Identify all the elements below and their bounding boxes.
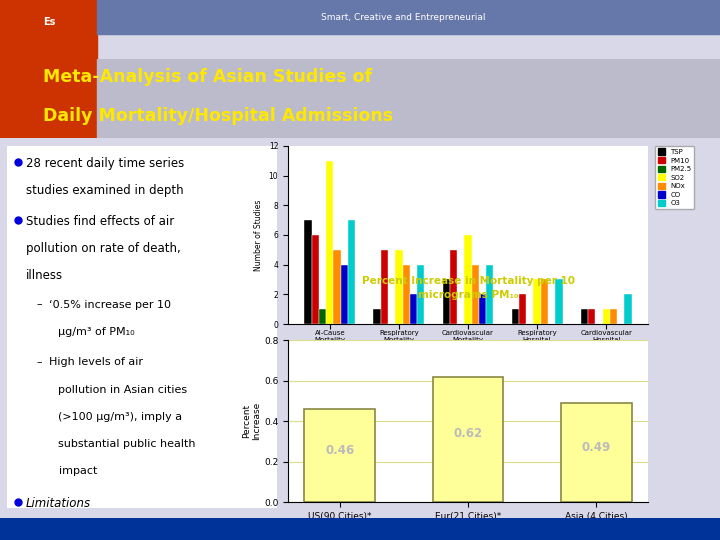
Text: Daily Mortality/Hospital Admissions: Daily Mortality/Hospital Admissions <box>43 107 393 125</box>
Bar <box>97 59 720 138</box>
Text: pollution in Asian cities: pollution in Asian cities <box>58 384 188 395</box>
Bar <box>512 309 519 324</box>
Bar <box>0 59 97 138</box>
Bar <box>555 280 562 324</box>
Text: Studies find effects of air: Studies find effects of air <box>26 214 174 227</box>
Bar <box>450 249 457 324</box>
Bar <box>374 309 381 324</box>
Bar <box>410 294 417 324</box>
Bar <box>581 309 588 324</box>
Bar <box>472 265 479 324</box>
Y-axis label: Percent
Increase: Percent Increase <box>242 402 261 440</box>
Text: (>100 μg/m³), imply a: (>100 μg/m³), imply a <box>58 411 183 422</box>
Bar <box>479 294 486 324</box>
Bar <box>97 0 720 34</box>
Bar <box>305 409 375 502</box>
Bar <box>519 294 526 324</box>
Bar <box>541 280 548 324</box>
Bar <box>417 265 424 324</box>
Text: Smart, Creative and Entrepreneurial: Smart, Creative and Entrepreneurial <box>321 13 485 22</box>
Bar <box>326 161 333 324</box>
Bar <box>534 280 541 324</box>
Bar <box>603 309 610 324</box>
Bar <box>333 249 341 324</box>
Bar <box>588 309 595 324</box>
Text: impact: impact <box>58 466 97 476</box>
Bar <box>464 235 472 324</box>
Text: studies examined in depth: studies examined in depth <box>26 184 184 197</box>
Text: Es: Es <box>42 17 55 27</box>
Text: ‘0.5% increase per 10: ‘0.5% increase per 10 <box>49 300 171 309</box>
Bar <box>443 280 450 324</box>
Bar <box>486 265 493 324</box>
Text: 0.49: 0.49 <box>582 441 611 454</box>
Y-axis label: Number of Studies: Number of Studies <box>254 199 263 271</box>
Bar <box>395 249 402 324</box>
X-axis label: Outcome Diagnosis: Outcome Diagnosis <box>427 356 509 365</box>
Bar <box>381 249 388 324</box>
Bar <box>312 235 319 324</box>
Bar <box>319 309 326 324</box>
Bar <box>348 220 355 324</box>
Text: 0.46: 0.46 <box>325 444 354 457</box>
Text: Small number of cities: Small number of cities <box>49 528 174 537</box>
Text: High levels of air: High levels of air <box>49 357 143 367</box>
Bar <box>561 403 631 502</box>
Text: –: – <box>37 300 42 309</box>
Bar <box>610 309 617 324</box>
Text: Percent Increase in Mortality per 10
micrograms PM₁₀: Percent Increase in Mortality per 10 mic… <box>361 276 575 300</box>
Text: –: – <box>37 357 42 367</box>
Text: substantial public health: substantial public health <box>58 439 196 449</box>
Text: illness: illness <box>26 269 63 282</box>
Legend: TSP, PM10, PM2.5, SO2, NOx, CO, O3: TSP, PM10, PM2.5, SO2, NOx, CO, O3 <box>655 146 694 209</box>
Text: 28 recent daily time series: 28 recent daily time series <box>26 157 184 170</box>
Bar <box>341 265 348 324</box>
Text: 0.62: 0.62 <box>454 427 482 440</box>
Text: –: – <box>37 528 42 537</box>
Text: Meta-Analysis of Asian Studies of: Meta-Analysis of Asian Studies of <box>43 68 372 86</box>
Bar <box>433 377 503 502</box>
Text: Limitations: Limitations <box>26 497 91 510</box>
Bar <box>402 265 410 324</box>
Bar <box>624 294 631 324</box>
Text: pollution on rate of death,: pollution on rate of death, <box>26 242 181 255</box>
Text: μg/m³ of PM₁₀: μg/m³ of PM₁₀ <box>58 327 135 337</box>
Bar <box>0 0 97 62</box>
Bar <box>305 220 312 324</box>
